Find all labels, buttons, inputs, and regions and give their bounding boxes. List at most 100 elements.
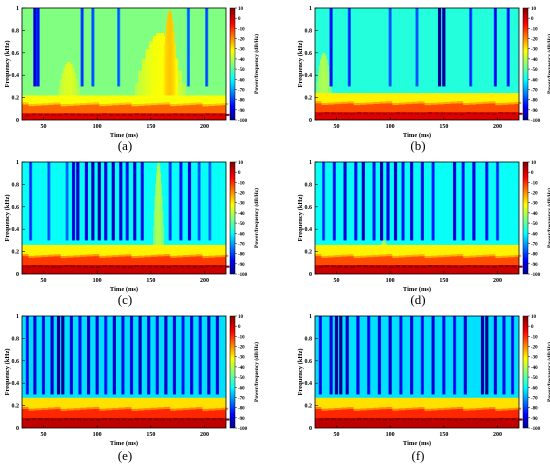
spectrogram-texture: [118, 407, 126, 410]
spectrogram-texture: [321, 255, 328, 258]
spectrogram-texture: [128, 418, 133, 421]
spectrogram-band: [22, 265, 226, 274]
spectrogram-streak-core: [330, 316, 332, 395]
spectrogram-texture: [459, 113, 465, 116]
spectrogram-texture: [482, 101, 489, 104]
spectrogram-texture: [215, 408, 222, 411]
spectrogram-texture: [443, 407, 451, 410]
spectrogram-streak-core: [322, 162, 325, 241]
spectrogram-hump-cell: [141, 59, 146, 120]
colorbar: [522, 7, 529, 121]
colorbar-tick-label: -20: [531, 38, 538, 43]
colorbar-tick-label: -80: [531, 253, 538, 258]
spectrogram-streak-core: [507, 8, 509, 87]
spectrogram-texture: [183, 255, 190, 258]
spectrogram-texture: [202, 104, 209, 107]
spectrogram-texture: [67, 103, 74, 106]
spectrogram-streak-core: [72, 162, 75, 241]
spectrogram-texture: [125, 254, 132, 257]
colorbar-label: Power/frequency (dB/Hz): [546, 342, 550, 402]
spectrogram-texture: [208, 408, 216, 411]
spectrogram-hump-cell: [159, 166, 161, 274]
spectrogram-texture: [453, 112, 459, 115]
spectrogram-texture: [466, 418, 471, 421]
spectrogram-streak-core: [503, 316, 505, 395]
spectrogram-hump-cell: [155, 183, 157, 274]
spectrogram-texture: [353, 103, 361, 106]
spectrogram-texture: [79, 407, 87, 410]
spectrogram-texture: [427, 265, 433, 268]
spectrogram-texture: [508, 408, 515, 411]
spectrogram-streak-core: [453, 316, 456, 395]
spectrogram-texture: [96, 114, 101, 117]
colorbar-tick-label: 0: [531, 325, 534, 330]
spectrogram-texture: [495, 408, 502, 411]
spectrogram-texture: [22, 102, 29, 105]
y-tick-label: 1: [309, 160, 312, 166]
spectrogram-texture: [327, 255, 335, 258]
spectrogram-texture: [163, 102, 171, 105]
spectrogram-texture: [57, 418, 62, 421]
spectrogram-texture: [86, 102, 93, 105]
spectrogram-streak-core: [81, 8, 83, 87]
spectrogram-hump-cell: [166, 21, 168, 120]
spectrogram-texture: [195, 254, 203, 257]
spectrogram-texture: [414, 418, 420, 421]
spectrogram-texture: [424, 408, 431, 411]
y-tick-label: 0: [309, 118, 312, 124]
spectrogram-texture: [476, 255, 483, 258]
spectrogram-texture: [385, 101, 393, 104]
spectrogram-texture: [469, 255, 477, 258]
spectrogram-texture: [505, 265, 510, 268]
spectrogram-streak-core: [34, 8, 36, 87]
spectrogram-texture: [514, 407, 522, 410]
spectrogram-texture: [437, 102, 444, 105]
y-tick-label: 0.8: [305, 182, 313, 188]
spectrogram-texture: [22, 254, 29, 257]
spectrogram-hump-cell: [160, 183, 162, 274]
spectrogram-streak-core: [96, 316, 98, 395]
y-tick-label: 0.2: [12, 404, 20, 410]
spectrogram-streak-core: [209, 162, 211, 241]
spectrogram-texture: [472, 418, 478, 421]
spectrogram-texture: [430, 408, 438, 411]
y-tick-label: 0.8: [12, 336, 20, 342]
spectrogram-texture: [327, 408, 335, 411]
spectrogram-texture: [318, 418, 323, 421]
spectrogram-texture: [199, 418, 204, 421]
y-tick-label: 0: [309, 426, 312, 432]
spectrogram-texture: [331, 418, 336, 421]
spectrogram-texture: [25, 418, 30, 421]
x-tick-label: 50: [333, 124, 339, 130]
colorbar-tick-label: -40: [238, 212, 245, 217]
spectrogram-texture: [47, 254, 55, 257]
spectrogram-texture: [192, 113, 198, 116]
spectrogram-texture: [395, 418, 401, 421]
spectrogram-texture: [89, 114, 95, 117]
spectrogram-texture: [450, 254, 457, 257]
spectrogram-texture: [147, 265, 153, 268]
y-axis-label: Frequency (kHz): [4, 349, 11, 396]
spectrogram-texture: [189, 254, 196, 257]
spectrogram-texture: [411, 407, 419, 410]
colorbar-tick-label: -90: [531, 263, 538, 268]
spectrogram-texture: [215, 255, 222, 258]
spectrogram-texture: [115, 113, 120, 116]
y-tick-label: 0.8: [305, 336, 313, 342]
spectrogram-texture: [379, 407, 386, 410]
spectrogram-texture: [34, 103, 42, 106]
y-tick-label: 0.6: [305, 359, 313, 365]
spectrogram-texture: [450, 407, 457, 410]
colorbar-tick-label: -80: [238, 407, 245, 412]
x-tick-label: 150: [146, 124, 155, 130]
spectrogram-texture: [105, 103, 113, 106]
spectrogram-texture: [163, 254, 171, 257]
colorbar-tick-label: -40: [531, 366, 538, 371]
colorbar-tick-label: -50: [238, 376, 245, 381]
spectrogram-texture: [340, 101, 348, 104]
spectrogram-texture: [517, 418, 523, 421]
spectrogram-texture: [83, 265, 88, 268]
spectrogram-streak-core: [112, 162, 114, 241]
spectrogram-texture: [125, 407, 132, 410]
